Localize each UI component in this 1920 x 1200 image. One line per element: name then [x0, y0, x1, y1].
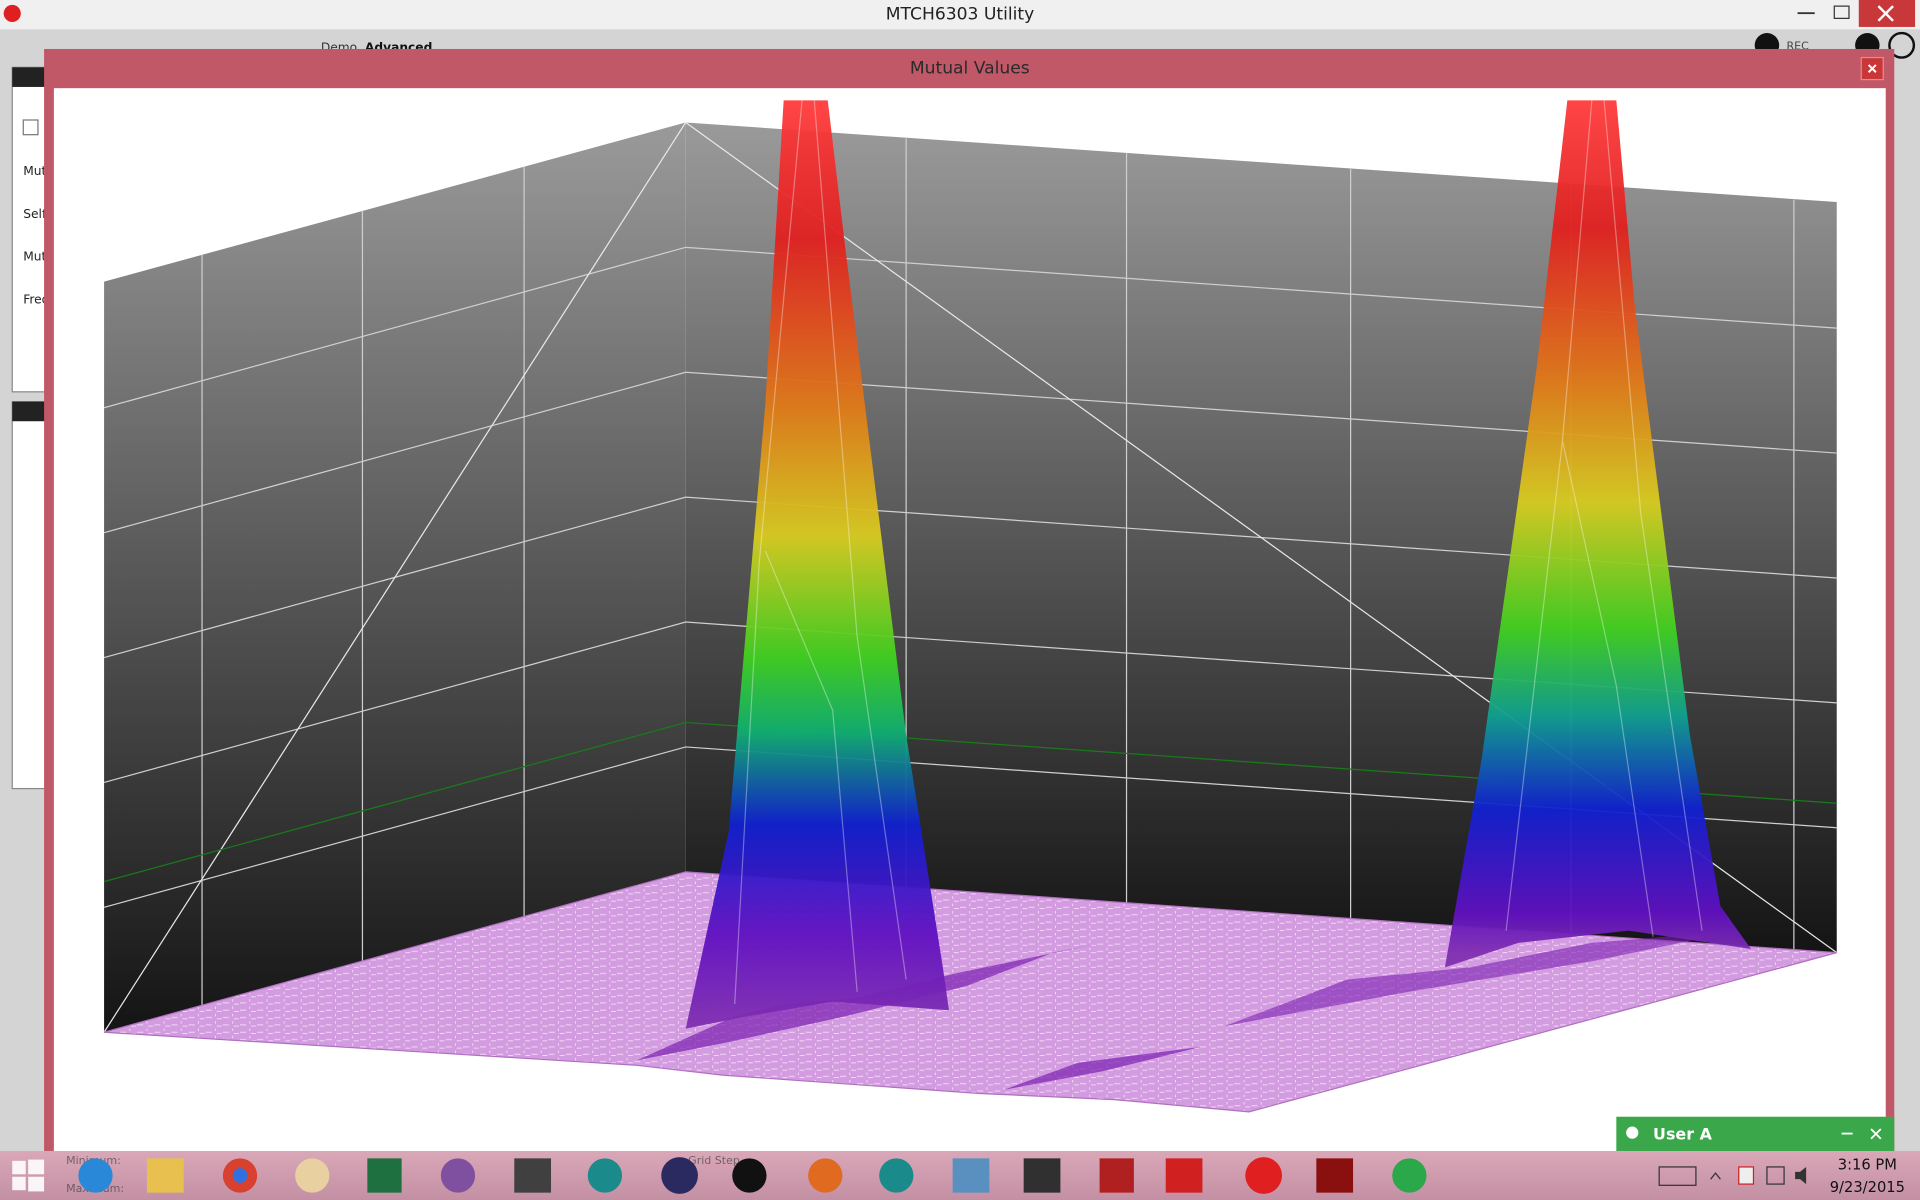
side-label: Mut — [23, 250, 46, 264]
taskbar-app[interactable] — [879, 1158, 914, 1193]
wall-grid — [103, 121, 1838, 1033]
taskbar-app[interactable] — [78, 1158, 113, 1193]
taskbar-app[interactable] — [1316, 1158, 1354, 1193]
minimize-button[interactable] — [1797, 12, 1815, 15]
volume-icon[interactable] — [1795, 1166, 1807, 1185]
window-title: MTCH6303 Utility — [886, 5, 1034, 25]
taskbar-app[interactable] — [587, 1158, 623, 1193]
tray-icon[interactable] — [1738, 1166, 1755, 1185]
tray-icon[interactable] — [1766, 1166, 1785, 1185]
notification-icon — [1626, 1126, 1639, 1139]
restore-button[interactable] — [1833, 5, 1850, 19]
notification-minimize[interactable] — [1841, 1132, 1853, 1135]
taskbar-app[interactable] — [732, 1158, 767, 1193]
side-label: Freq — [23, 293, 49, 307]
notification-user: User A — [1653, 1125, 1713, 1144]
taskbar-app[interactable] — [808, 1158, 843, 1193]
taskbar-app[interactable] — [1245, 1157, 1283, 1194]
dialog-close-icon — [1867, 64, 1877, 73]
tray-arrow[interactable] — [1710, 1172, 1721, 1180]
threshold-line — [103, 721, 1837, 883]
surface-floor — [103, 871, 1837, 1113]
surface-peak — [685, 100, 949, 1029]
peak-mesh — [734, 100, 907, 1005]
taskbar-app[interactable] — [146, 1158, 184, 1193]
taskbar-app[interactable] — [295, 1158, 330, 1193]
side-panel — [11, 401, 50, 790]
taskbar-app-detail — [232, 1168, 248, 1183]
clock-date[interactable]: 9/23/2015 — [1830, 1179, 1905, 1196]
surface-ripple — [1004, 1046, 1200, 1090]
checkbox[interactable] — [22, 119, 39, 136]
side-panel — [11, 66, 50, 393]
notification-close[interactable] — [1870, 1128, 1882, 1140]
close-icon — [1877, 5, 1894, 22]
side-label: Self — [23, 207, 47, 221]
side-panel-header — [12, 67, 49, 87]
field-label: Grid Step — [688, 1154, 740, 1167]
side-panel-header — [12, 401, 49, 422]
dialog-title: Mutual Values — [910, 59, 1030, 79]
app-icon — [3, 4, 21, 23]
taskbar-app[interactable] — [1099, 1158, 1134, 1193]
peak-mesh — [1505, 100, 1703, 937]
taskbar-app[interactable] — [1023, 1158, 1061, 1193]
taskbar-app[interactable] — [661, 1157, 698, 1194]
taskbar-icons — [78, 1157, 1807, 1194]
surface-ripple — [1224, 930, 1739, 1027]
taskbar-app[interactable] — [440, 1158, 476, 1193]
side-label: Mut — [23, 164, 46, 178]
taskbar-app[interactable] — [514, 1158, 552, 1193]
toolbar-icon[interactable] — [1888, 31, 1916, 59]
taskbar-app[interactable] — [952, 1158, 990, 1193]
taskbar-app[interactable] — [367, 1158, 402, 1193]
keyboard-icon[interactable] — [1658, 1166, 1697, 1186]
start-button[interactable] — [12, 1159, 45, 1192]
surface-peak — [1444, 100, 1752, 968]
taskbar-app[interactable] — [1392, 1158, 1427, 1193]
clock-time[interactable]: 3:16 PM — [1838, 1157, 1897, 1174]
taskbar-app[interactable] — [1165, 1158, 1203, 1193]
title-bar — [0, 0, 1920, 30]
